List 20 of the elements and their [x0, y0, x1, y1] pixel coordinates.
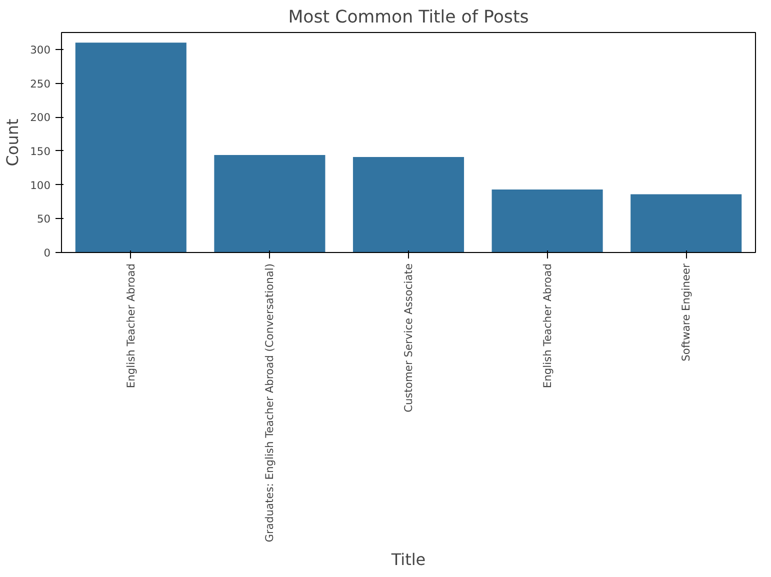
y-axis-title: Count: [3, 118, 22, 166]
y-tick-label: 50: [36, 212, 51, 226]
y-tick-label: 250: [30, 77, 51, 90]
x-tick-label: Customer Service Associate: [402, 263, 415, 412]
bar: [630, 194, 742, 252]
x-tick-label: English Teacher Abroad: [124, 263, 138, 388]
x-tick-label: English Teacher Abroad: [540, 263, 554, 388]
x-axis-title: Title: [390, 550, 426, 570]
chart-title: Most Common Title of Posts: [288, 8, 529, 28]
bar: [75, 42, 186, 252]
bar: [492, 190, 603, 252]
y-tick-label: 200: [30, 111, 51, 124]
bar: [352, 157, 464, 252]
y-tick-label: 150: [30, 144, 51, 158]
x-tick-label: Software Engineer: [680, 262, 693, 362]
y-tick-label: 300: [30, 43, 51, 56]
y-tick-label: 0: [44, 246, 51, 260]
y-tick-label: 100: [30, 178, 51, 192]
x-tick-label: Graduates: English Teacher Abroad (Conversational): [263, 263, 276, 542]
bar: [214, 155, 326, 252]
